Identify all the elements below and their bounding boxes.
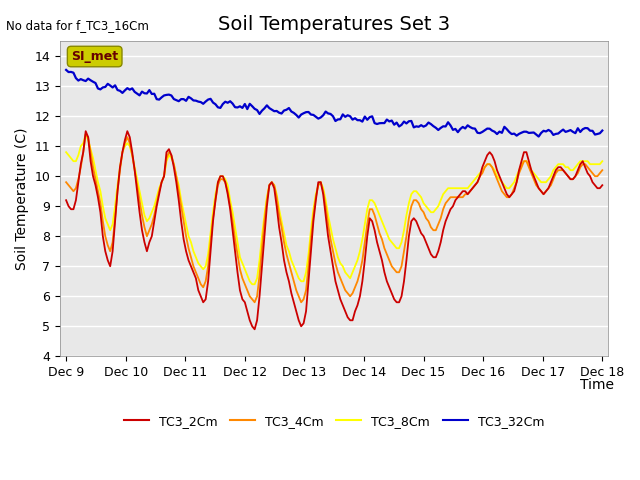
X-axis label: Time: Time (580, 378, 614, 392)
Title: Soil Temperatures Set 3: Soil Temperatures Set 3 (218, 15, 451, 34)
TC3_2Cm (82, 128, 90, 134)
Line: TC3_2Cm: TC3_2Cm (66, 131, 602, 329)
Line: TC3_8Cm: TC3_8Cm (66, 134, 602, 284)
TC3_4Cm (354, 278, 362, 284)
TC3_2Cm (547, 180, 555, 185)
TC3_8Cm (248, 281, 256, 287)
Line: TC3_32Cm: TC3_32Cm (66, 70, 602, 136)
TC3_32Cm (515, 131, 523, 137)
TC3_4Cm (547, 182, 555, 188)
TC3_2Cm (221, 180, 229, 185)
TC3_8Cm (221, 176, 229, 182)
TC3_32Cm (532, 132, 540, 137)
TC3_8Cm (212, 192, 220, 197)
TC3_2Cm (520, 149, 528, 155)
Legend: TC3_2Cm, TC3_4Cm, TC3_8Cm, TC3_32Cm: TC3_2Cm, TC3_4Cm, TC3_8Cm, TC3_32Cm (119, 410, 549, 433)
TC3_4Cm (251, 300, 259, 305)
TC3_32Cm (62, 67, 70, 73)
TC3_32Cm (219, 101, 227, 107)
TC3_2Cm (62, 197, 70, 203)
TC3_2Cm (598, 182, 606, 188)
TC3_4Cm (598, 168, 606, 173)
TC3_8Cm (547, 173, 555, 179)
TC3_4Cm (221, 180, 229, 185)
TC3_2Cm (354, 302, 362, 308)
TC3_4Cm (520, 158, 528, 164)
TC3_4Cm (537, 188, 545, 194)
Line: TC3_4Cm: TC3_4Cm (66, 134, 602, 302)
TC3_4Cm (212, 197, 220, 203)
Text: No data for f_TC3_16Cm: No data for f_TC3_16Cm (6, 19, 149, 32)
TC3_32Cm (209, 100, 217, 106)
TC3_4Cm (82, 132, 90, 137)
TC3_2Cm (251, 326, 259, 332)
TC3_2Cm (537, 188, 545, 194)
TC3_8Cm (62, 149, 70, 155)
TC3_32Cm (598, 128, 606, 133)
TC3_32Cm (535, 133, 543, 139)
TC3_2Cm (212, 197, 220, 203)
TC3_8Cm (82, 132, 90, 137)
TC3_32Cm (545, 127, 552, 133)
Y-axis label: Soil Temperature (C): Soil Temperature (C) (15, 128, 29, 270)
Text: SI_met: SI_met (71, 50, 118, 63)
TC3_8Cm (537, 180, 545, 185)
TC3_4Cm (62, 180, 70, 185)
TC3_8Cm (598, 158, 606, 164)
TC3_32Cm (349, 117, 356, 122)
TC3_8Cm (520, 158, 528, 164)
TC3_8Cm (354, 257, 362, 263)
